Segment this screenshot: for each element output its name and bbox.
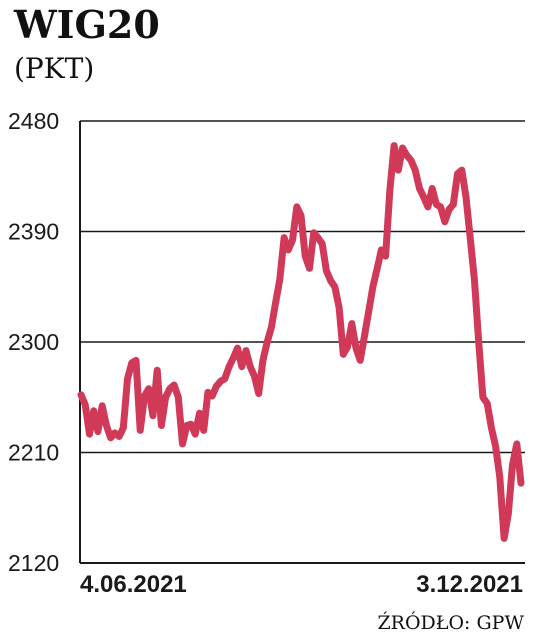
y-tick-label: 2300 xyxy=(8,329,59,355)
chart-title: WIG20 xyxy=(14,2,160,47)
x-tick-label: 4.06.2021 xyxy=(80,571,187,598)
y-tick-label: 2120 xyxy=(8,550,59,576)
y-axis-ticks: 2120 2210 2300 2390 2480 xyxy=(8,108,59,576)
source-note: ŹRÓDŁO: GPW xyxy=(377,612,524,634)
y-tick-label: 2390 xyxy=(8,219,59,245)
y-tick-label: 2210 xyxy=(8,440,59,466)
series-line-wig20 xyxy=(77,142,525,542)
chart-subtitle-unit: (PKT) xyxy=(14,52,95,85)
x-tick-label: 3.12.2021 xyxy=(416,571,523,598)
y-tick-label: 2480 xyxy=(8,108,59,134)
x-axis-ticks: 4.06.2021 3.12.2021 xyxy=(80,571,523,598)
